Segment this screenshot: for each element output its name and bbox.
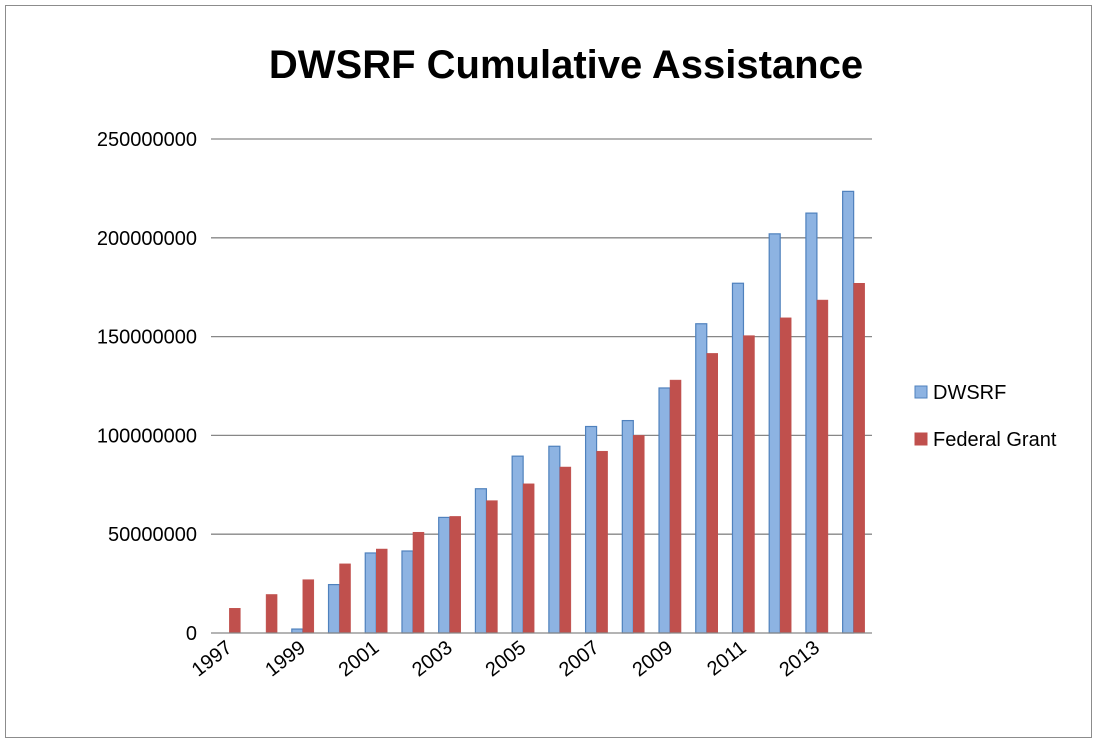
bar-dwsrf-2010 <box>695 323 708 634</box>
bar-federal-grant-1997 <box>229 608 241 634</box>
bar-federal-grant-2002 <box>412 531 425 634</box>
x-tick-label: 2009 <box>628 637 677 682</box>
x-tick-label: 1999 <box>261 637 310 682</box>
y-axis-tick-labels: 0 50000000 100000000 150000000 200000000 2500… <box>97 129 197 645</box>
x-tick-label: 2001 <box>335 637 384 682</box>
bar-dwsrf-2004 <box>474 488 488 634</box>
bar-federal-grant-2006 <box>559 466 572 634</box>
bar-federal-grant-2014 <box>853 282 865 634</box>
bar-dwsrf-2001 <box>364 552 377 634</box>
bar-federal-grant-2003 <box>449 516 461 634</box>
bar-federal-grant-1998 <box>265 594 278 634</box>
bar-federal-grant-2000 <box>339 563 351 634</box>
bar-dwsrf-2014 <box>842 190 855 634</box>
bar-federal-grant-1999 <box>302 579 315 634</box>
bar-federal-grant-2005 <box>522 483 535 634</box>
bar-federal-grant-2007 <box>596 450 608 634</box>
bar-federal-grant-2009 <box>669 379 682 634</box>
y-tick-label: 150000000 <box>97 327 197 349</box>
y-tick-label: 50000000 <box>108 524 197 546</box>
x-tick-label: 2003 <box>408 637 457 682</box>
bar-dwsrf-2008 <box>621 419 634 634</box>
y-tick-label: 0 <box>186 623 197 645</box>
bar-federal-grant-2008 <box>633 435 645 634</box>
x-tick-label: 2007 <box>555 637 604 682</box>
bar-dwsrf-2000 <box>327 583 341 634</box>
y-tick-label: 250000000 <box>97 129 197 151</box>
legend-swatch-federal-grant <box>914 432 928 446</box>
bar-federal-grant-2013 <box>816 299 829 634</box>
bar-federal-grant-2012 <box>779 317 792 634</box>
y-tick-label: 100000000 <box>97 425 197 447</box>
bar-dwsrf-2006 <box>548 445 561 634</box>
bar-dwsrf-2002 <box>401 550 414 634</box>
chart-frame: DWSRF Cumulative Assistance 0 50000000 100… <box>5 5 1092 738</box>
legend-swatch-dwsrf <box>914 385 928 399</box>
bar-dwsrf-2011 <box>731 282 745 634</box>
x-axis-tick-labels: 1997 1999 2001 2003 2005 2007 2009 2011 2013 <box>188 637 824 682</box>
bar-federal-grant-2010 <box>706 353 718 634</box>
bars <box>229 190 865 634</box>
bar-dwsrf-2005 <box>511 455 524 634</box>
bar-dwsrf-2003 <box>438 516 451 634</box>
legend-label: Federal Grant <box>933 429 1057 451</box>
gridlines <box>211 138 872 535</box>
bar-dwsrf-2013 <box>805 212 818 634</box>
x-tick-label: 2011 <box>703 637 750 681</box>
legend-label: DWSRF <box>933 382 1006 404</box>
x-tick-label: 2013 <box>775 637 824 682</box>
chart-title: DWSRF Cumulative Assistance <box>269 43 863 87</box>
bar-dwsrf-2012 <box>768 233 781 634</box>
legend: DWSRF Federal Grant <box>914 382 1057 451</box>
y-tick-label: 200000000 <box>97 228 197 250</box>
bar-federal-grant-2001 <box>376 548 388 634</box>
bar-dwsrf-2007 <box>584 425 598 634</box>
bar-dwsrf-2009 <box>658 387 671 634</box>
bar-federal-grant-2004 <box>486 500 498 634</box>
chart-svg: DWSRF Cumulative Assistance 0 50000000 100… <box>97 43 1057 682</box>
x-tick-label: 2005 <box>482 637 531 682</box>
bar-federal-grant-2011 <box>743 335 755 634</box>
